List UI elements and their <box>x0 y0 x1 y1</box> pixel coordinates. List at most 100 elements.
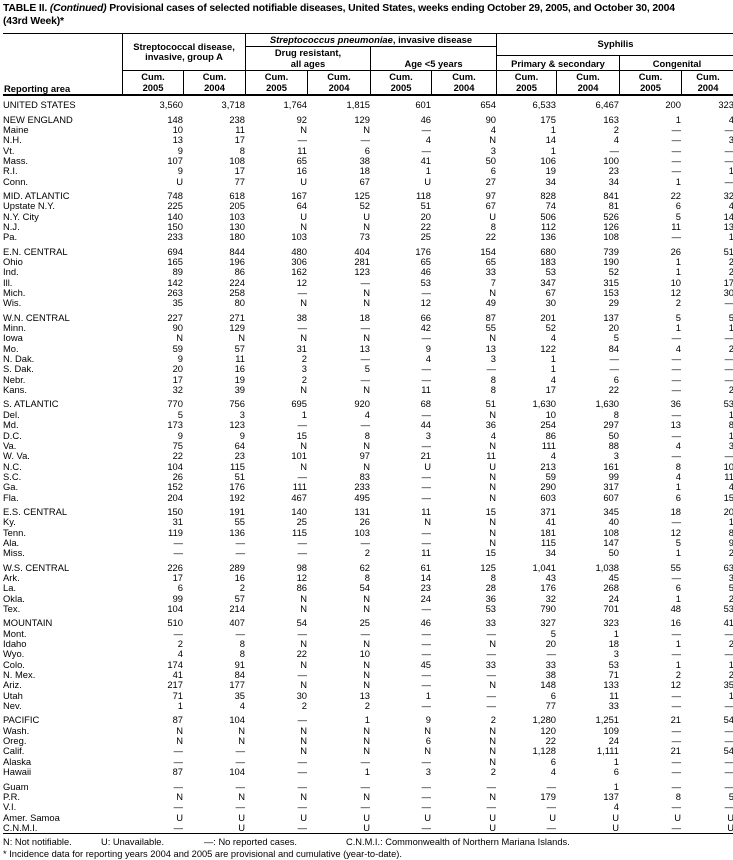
value-cell: — <box>671 700 681 712</box>
value-cell: 4 <box>550 332 556 344</box>
reporting-area-cell: P.R. <box>3 790 21 802</box>
reporting-area-cell: Ky. <box>3 516 16 528</box>
reporting-area-cell: N.Y. City <box>3 210 39 222</box>
value-cell: 1 <box>675 658 681 670</box>
value-cell: 5 <box>613 332 619 344</box>
value-cell: 64 <box>234 439 245 451</box>
value-cell: U <box>238 821 245 833</box>
value-cell: 115 <box>292 526 307 538</box>
footnote-asterisk: * Incidence data for reporting years 200… <box>3 848 402 859</box>
value-cell: 129 <box>354 113 370 125</box>
reporting-area-cell: Okla. <box>3 592 25 604</box>
value-cell: 176 <box>415 245 431 257</box>
table-title: TABLE II. (Continued) Provisional cases … <box>3 3 732 28</box>
value-cell: 694 <box>167 245 183 257</box>
value-cell: 35 <box>723 679 733 691</box>
value-cell: N <box>424 745 431 757</box>
value-cell: 119 <box>168 526 183 538</box>
value-cell: 38 <box>545 669 556 681</box>
reporting-area-cell: N. Dak. <box>3 353 35 365</box>
value-cell: 98 <box>296 561 307 573</box>
value-cell: — <box>173 755 183 767</box>
value-cell: N <box>363 220 370 232</box>
value-cell: 4 <box>613 801 619 813</box>
value-cell: 8 <box>728 526 733 538</box>
value-cell: N <box>300 220 307 232</box>
value-cell: — <box>360 276 370 288</box>
value-cell: 4 <box>490 429 496 441</box>
value-cell: U <box>300 811 307 823</box>
value-cell: N <box>489 491 496 503</box>
value-cell: 13 <box>359 342 370 354</box>
value-cell: — <box>671 780 681 792</box>
value-cell: N <box>363 297 370 309</box>
value-cell: — <box>421 144 431 156</box>
value-cell: 26 <box>359 516 370 528</box>
value-cell: 315 <box>603 276 619 288</box>
value-cell: U <box>238 811 245 823</box>
reporting-area-cell: C.N.M.I. <box>3 821 38 833</box>
value-cell: 9 <box>177 429 183 441</box>
value-cell: 31 <box>296 342 307 354</box>
value-cell: 5 <box>177 408 183 420</box>
reporting-area-cell: La. <box>3 582 17 594</box>
value-cell: 748 <box>167 189 183 201</box>
value-cell: 6 <box>550 689 556 701</box>
value-cell: 90 <box>485 113 496 125</box>
value-cell: — <box>297 134 307 146</box>
value-cell: 217 <box>167 679 183 691</box>
value-cell: 2 <box>728 638 733 650</box>
value-cell: — <box>486 627 496 639</box>
pneumo-species-label: Streptococcus pneumoniae <box>269 33 393 45</box>
table-row: N.Y. City 140 103 U U 20 U 506 526 5 14 <box>3 210 733 222</box>
value-cell: 12 <box>296 276 307 288</box>
value-cell: — <box>421 491 431 503</box>
value-cell: 174 <box>167 658 183 670</box>
table-row: N.J. 150 130 N N 22 8 112 126 11 13 <box>3 220 733 232</box>
value-cell: N <box>238 790 245 802</box>
value-cell: 163 <box>603 113 619 125</box>
value-cell: 22 <box>545 735 556 747</box>
value-cell: 5 <box>728 582 733 594</box>
reporting-area-cell: MOUNTAIN <box>3 617 53 629</box>
value-cell: 125 <box>354 189 370 201</box>
value-cell: — <box>681 801 733 812</box>
value-cell: 224 <box>229 276 245 288</box>
value-cell: — <box>421 648 431 660</box>
value-cell: 10 <box>545 408 556 420</box>
value-cell: 50 <box>608 547 619 559</box>
value-cell: 77 <box>234 175 245 187</box>
value-cell: N <box>363 603 370 614</box>
pneumo-rest-label: , invasive disease <box>392 33 473 45</box>
value-cell: 9 <box>425 342 431 354</box>
value-cell: 34 <box>545 547 556 559</box>
table-row: Mass. 107 108 65 38 41 50 106 100 —— <box>3 155 733 166</box>
value-cell: — <box>173 536 183 548</box>
value-cell: 17 <box>723 276 733 288</box>
reporting-area-cell: W.N. CENTRAL <box>3 311 70 323</box>
table-row: Wash. N N N N N N 120 109 —— <box>3 724 733 736</box>
value-cell: N <box>489 679 496 691</box>
value-cell: 506 <box>540 210 556 222</box>
value-cell: 112 <box>541 220 556 232</box>
value-cell: 150 <box>167 220 183 232</box>
value-cell: 22 <box>608 384 619 396</box>
value-cell: 12 <box>420 297 431 309</box>
value-cell: 17 <box>172 373 183 385</box>
value-cell: 213 <box>540 460 556 472</box>
reporting-area-cell: Ark. <box>3 571 20 583</box>
value-cell: 4 <box>364 408 370 420</box>
value-cell: 92 <box>296 113 307 125</box>
value-cell: 30 <box>723 287 733 299</box>
reporting-area-cell: Maine <box>3 123 29 135</box>
value-cell: N <box>363 332 370 344</box>
reporting-area-header: Reporting area <box>4 82 71 94</box>
value-cell: 101 <box>291 450 307 462</box>
value-cell: 152 <box>167 481 183 493</box>
value-cell: 8 <box>490 571 496 583</box>
value-cell: U <box>300 175 307 187</box>
value-cell: 109 <box>603 724 619 736</box>
value-cell: — <box>681 176 733 187</box>
